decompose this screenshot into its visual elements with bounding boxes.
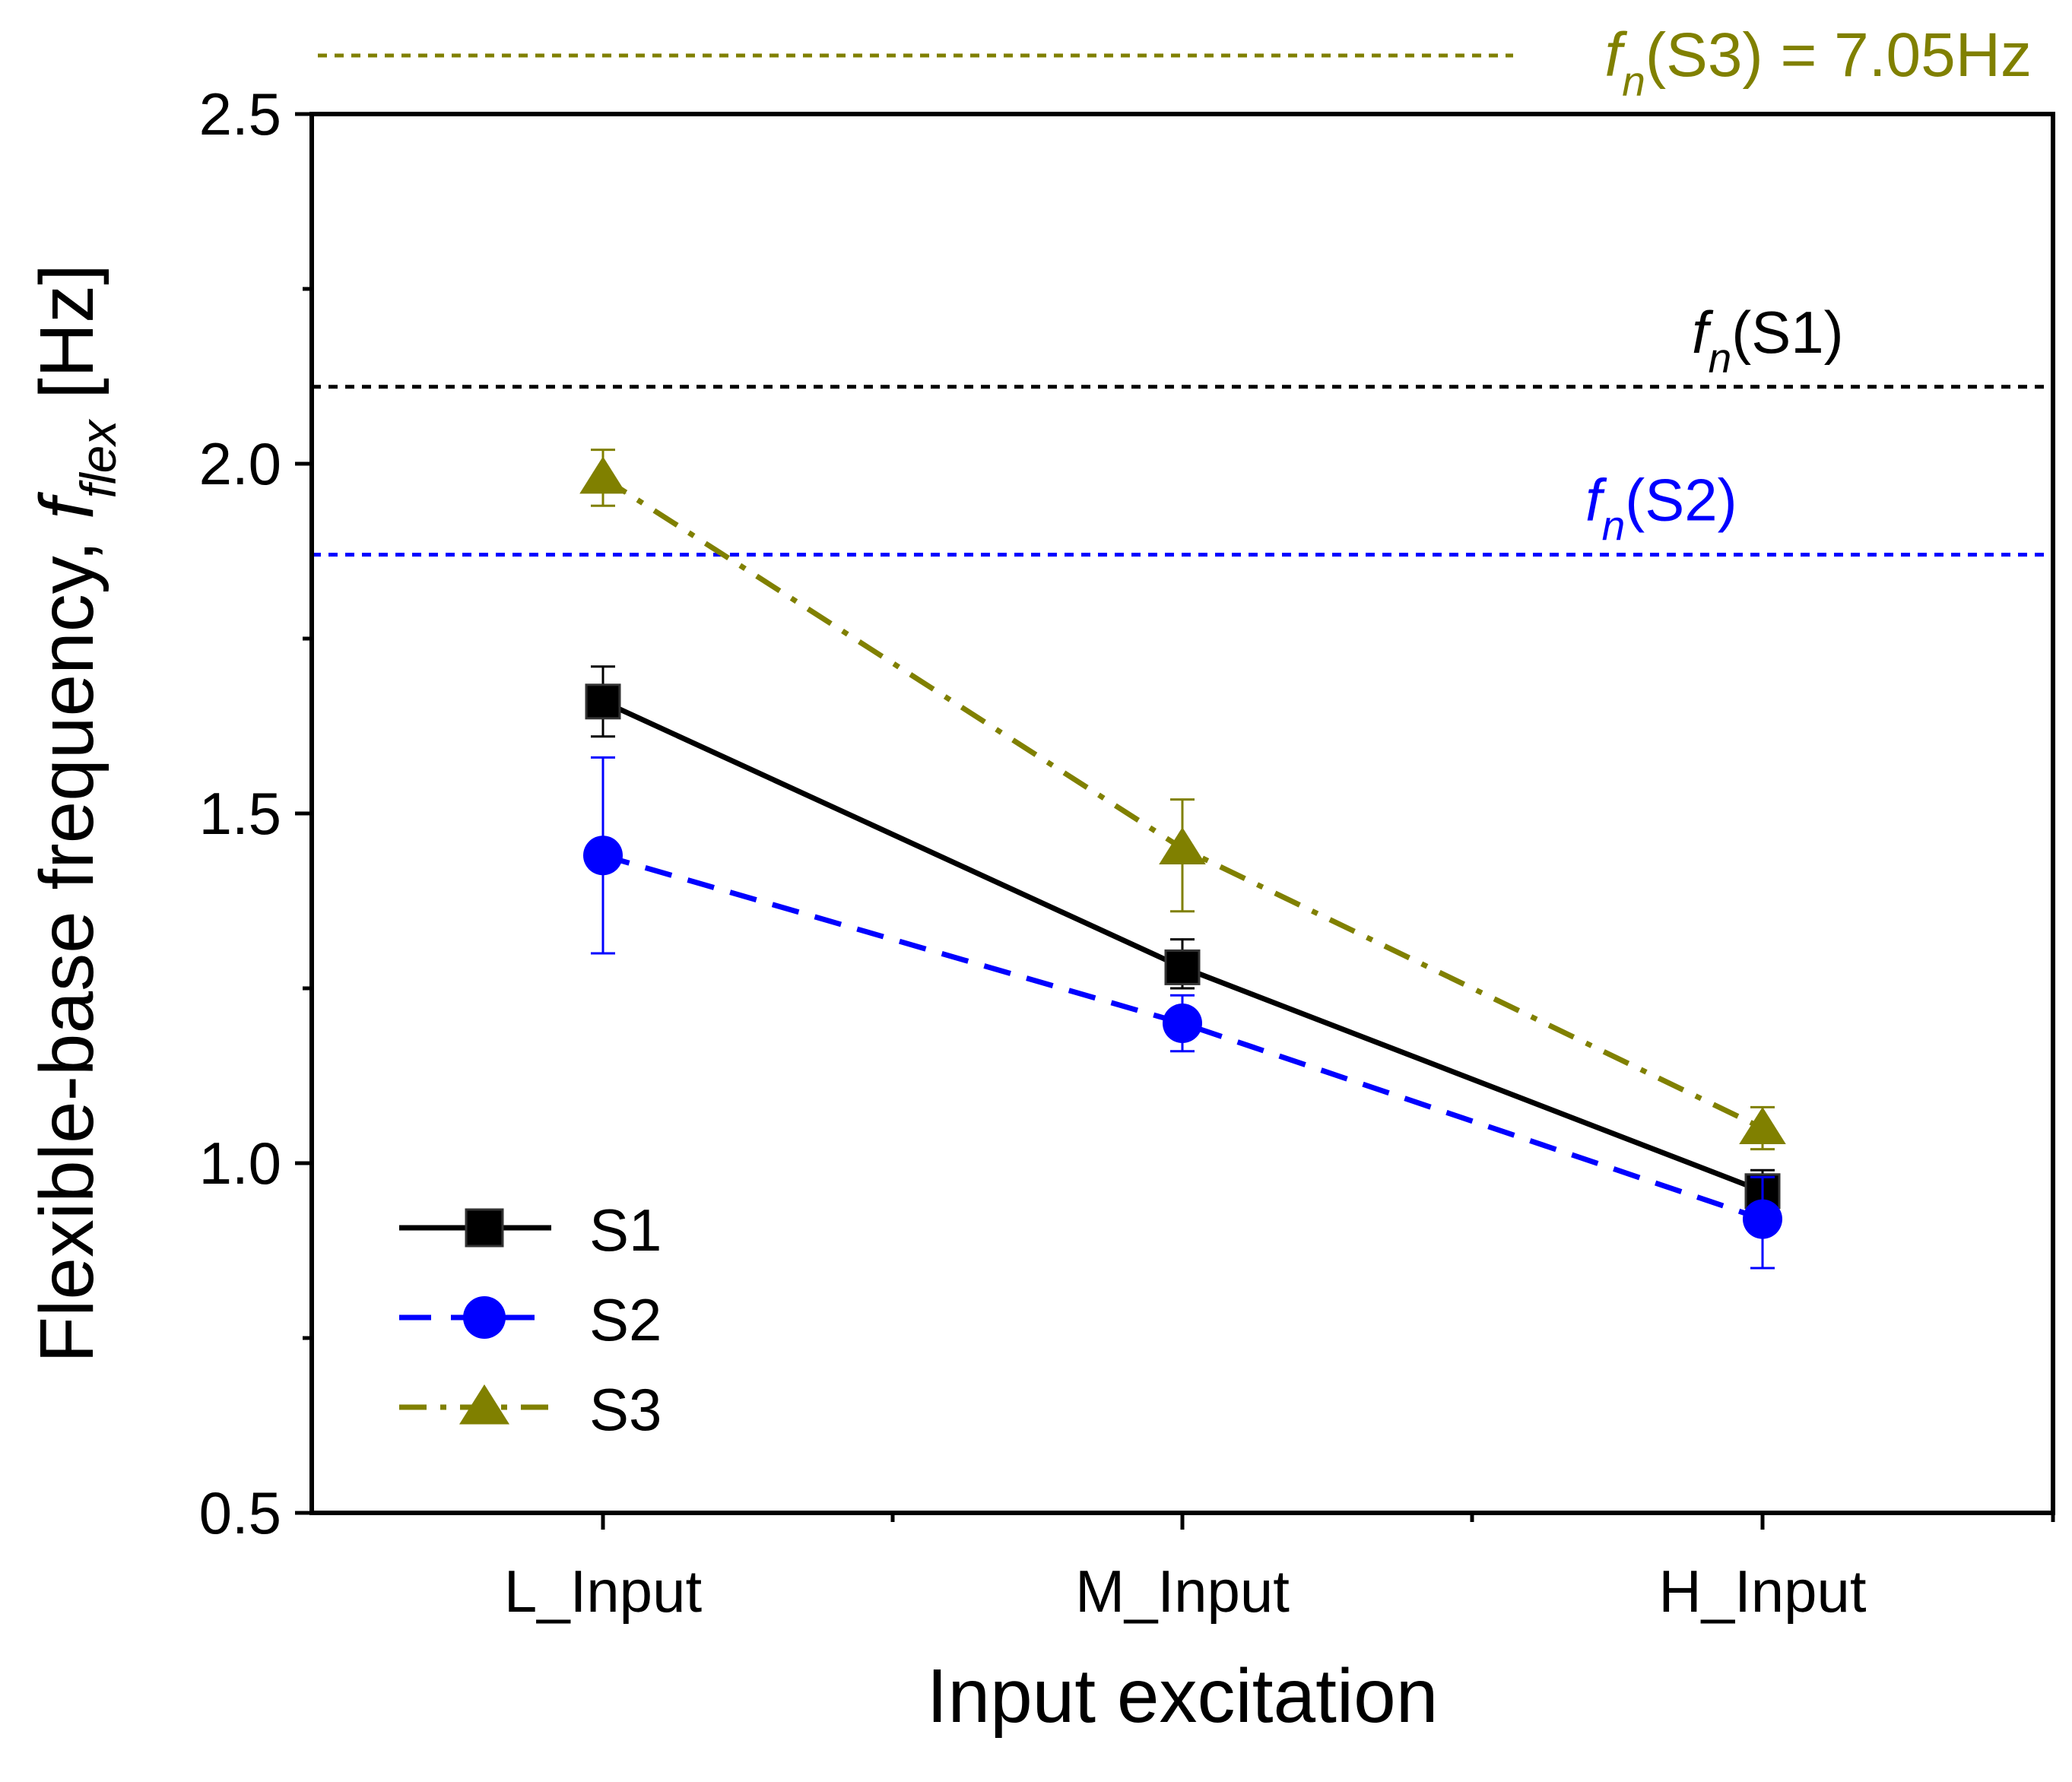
series-s2 <box>583 756 1782 1270</box>
data-point-s1 <box>1164 949 1201 985</box>
reference-label-s2: fn(S2) <box>1585 467 1737 550</box>
series-s1 <box>585 665 1781 1213</box>
data-point-s3 <box>1159 827 1206 864</box>
legend-item-s2: S2 <box>399 1286 662 1353</box>
y-tick-label: 2.5 <box>199 81 281 147</box>
y-tick-label: 0.5 <box>199 1479 281 1546</box>
legend-item-s3: S3 <box>399 1376 662 1443</box>
data-series <box>579 449 1786 1270</box>
legend-label-s2: S2 <box>589 1286 662 1353</box>
y-tick-label: 1.5 <box>199 780 281 847</box>
x-axis-title: Input excitation <box>927 1654 1439 1739</box>
y-tick-label: 2.0 <box>199 430 281 497</box>
legend-item-s1: S1 <box>399 1197 662 1264</box>
y-axis-title-subscript: flex <box>70 419 126 499</box>
reference-subscript: n <box>1622 58 1645 105</box>
legend-marker-s3 <box>459 1384 509 1425</box>
reference-label-s1: fn(S1) <box>1692 299 1844 382</box>
reference-text: (S3) = 7.05Hz <box>1645 21 2032 90</box>
reference-lines: fn(S1) fn(S2) fn(S3) = 7.05Hz <box>312 21 2053 557</box>
data-point-s3 <box>1739 1107 1786 1144</box>
y-axis-title: Flexible-base frequency, fflex [Hz] <box>24 264 126 1363</box>
legend-label-s3: S3 <box>589 1376 662 1443</box>
reference-subscript: n <box>1709 335 1732 382</box>
data-point-s2 <box>1743 1199 1782 1239</box>
reference-text: (S2) <box>1625 467 1737 534</box>
data-point-s2 <box>583 836 623 876</box>
legend-marker-s2 <box>463 1296 506 1339</box>
series-s3 <box>579 449 1786 1151</box>
y-axis-title-unit: [Hz] <box>24 264 109 420</box>
axis-titles: Input excitation Flexible-base frequency,… <box>24 264 1438 1739</box>
legend-label-s1: S1 <box>589 1197 662 1264</box>
reference-text: (S1) <box>1731 299 1843 366</box>
reference-subscript: n <box>1602 503 1626 550</box>
x-tick-label: L_Input <box>504 1558 703 1625</box>
series-line-s2 <box>602 852 1764 1222</box>
data-point-s1 <box>585 683 621 720</box>
reference-label-s3: fn(S3) = 7.05Hz <box>1604 21 2032 105</box>
data-point-s2 <box>1163 1004 1202 1043</box>
y-tick-label: 1.0 <box>199 1130 281 1197</box>
axes: 0.5 1.0 1.5 2.0 2.5 L_Input M_Input H_Input <box>199 81 2055 1625</box>
legend-marker-s1 <box>465 1208 504 1248</box>
legend: S1 S2 S3 <box>399 1197 662 1443</box>
x-tick-label: M_Input <box>1075 1558 1290 1625</box>
data-point-s3 <box>579 456 627 494</box>
x-tick-label: H_Input <box>1658 1558 1867 1625</box>
y-axis-title-main: Flexible-base frequency, <box>24 519 109 1363</box>
